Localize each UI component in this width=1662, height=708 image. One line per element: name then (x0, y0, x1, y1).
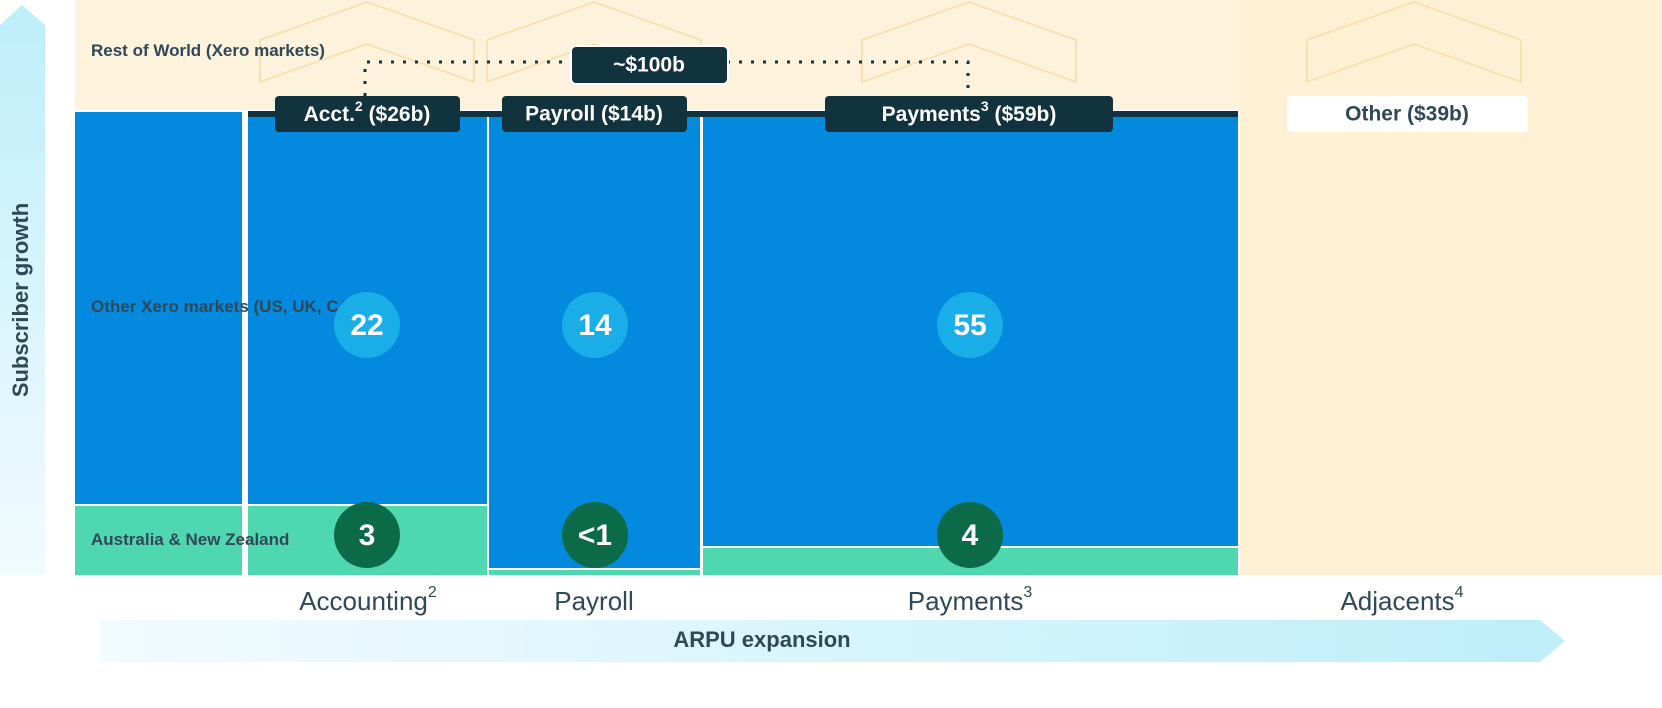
row-cell (75, 112, 242, 504)
column-label: Accounting2 (299, 584, 437, 616)
bubbles: 22 14 55 3 <1 4 (334, 292, 1003, 568)
row-label: Rest of World (Xero markets) (91, 41, 325, 60)
row-label: Australia & New Zealand (91, 530, 289, 549)
bubble (562, 502, 628, 568)
row-label: Other Xero markets (US, UK, CA) (91, 297, 356, 316)
bubble (334, 292, 400, 358)
column-label: Adjacents4 (1340, 584, 1463, 616)
column-label: Payroll (554, 586, 633, 616)
adjacents-area (1240, 0, 1662, 575)
row-cell (75, 506, 242, 575)
tag-label: Payroll ($14b) (525, 103, 663, 126)
bubble (937, 292, 1003, 358)
x-axis-label: ARPU expansion (673, 627, 850, 652)
tag (502, 96, 687, 132)
total-tag (570, 45, 729, 85)
tag-label: Payments3 ($59b) (882, 98, 1057, 126)
x-arrow (100, 620, 1565, 662)
bubble (562, 292, 628, 358)
tag-label: Acct.2 ($26b) (304, 98, 431, 126)
total-label: ~$100b (613, 54, 685, 77)
divider (248, 111, 1238, 117)
y-arrow (0, 5, 45, 575)
segment (489, 570, 700, 575)
bubble-label: 55 (953, 309, 986, 342)
bubble-label: <1 (578, 519, 612, 552)
bubble-label: 14 (578, 309, 612, 342)
bubble-label: 3 (359, 519, 376, 552)
bubble-label: 4 (962, 519, 979, 552)
y-axis-label: Subscriber growth (8, 203, 33, 397)
bubble (937, 502, 1003, 568)
tag (275, 96, 460, 132)
column-label: Payments3 (908, 584, 1033, 616)
tag (1287, 96, 1528, 132)
bubble (334, 502, 400, 568)
tag-label: Other ($39b) (1345, 103, 1469, 126)
row-labels: Rest of World (Xero markets) Other Xero … (91, 41, 356, 549)
bubble-label: 22 (350, 309, 383, 342)
tag (825, 96, 1113, 132)
